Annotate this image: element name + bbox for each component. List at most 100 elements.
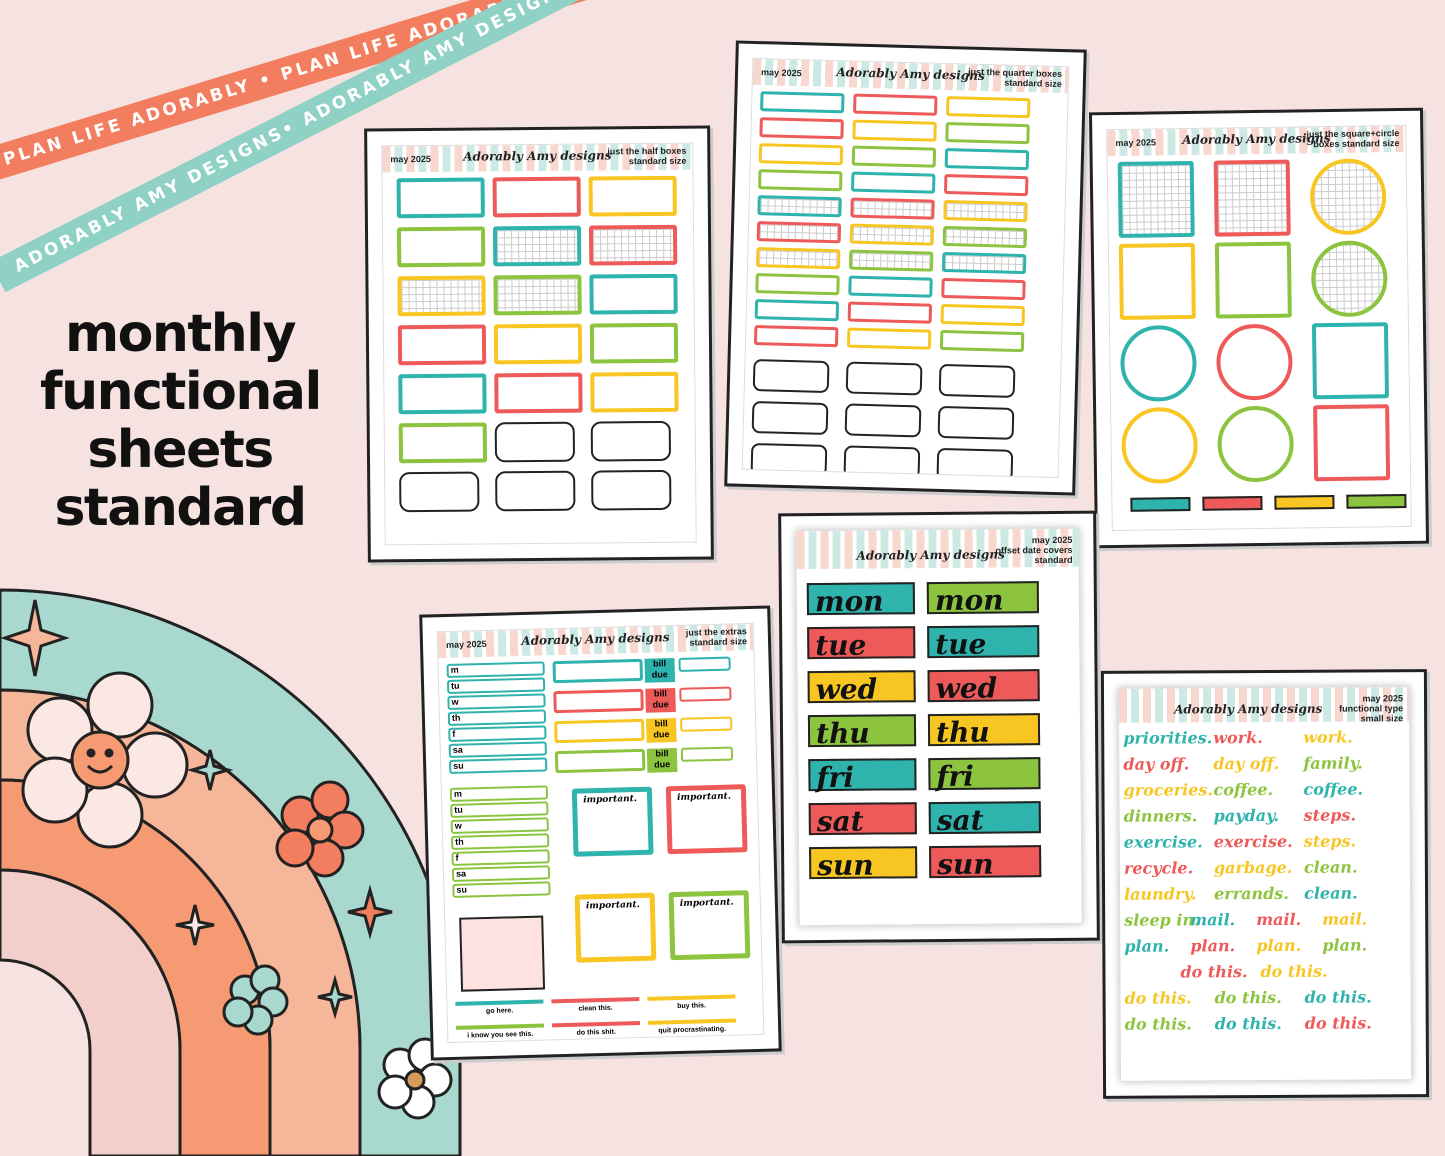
sheet-subtitle: small size	[1360, 713, 1404, 724]
day-row: m	[449, 785, 549, 802]
circle-box-sticker	[1119, 324, 1198, 402]
day-row: w	[450, 817, 549, 834]
important-box: important.	[574, 892, 657, 963]
quarter-box-sticker	[943, 199, 1028, 223]
extras-sheet: may 2025 Adorably Amy designs just the e…	[419, 605, 782, 1061]
sheet-subtitle: standard	[1034, 554, 1073, 566]
sparkle-icon	[0, 599, 70, 677]
quarter-box-sticker	[756, 221, 842, 244]
half-box-sticker	[493, 323, 583, 365]
headline-line-1: monthly	[64, 304, 297, 364]
type-word: do this.	[1124, 1014, 1192, 1034]
important-label: important.	[676, 791, 732, 803]
brand-logo: Adorably Amy designs	[856, 547, 1005, 563]
tabbed-frame-sticker	[494, 421, 576, 463]
day-cover-label: sun	[809, 846, 918, 882]
important-box: important.	[668, 890, 751, 961]
sheet-month: may 2025	[1362, 693, 1404, 704]
task-strip: quit procrastinating.	[647, 1018, 737, 1041]
circle-box-sticker	[1217, 405, 1295, 483]
tabbed-frame-sticker	[590, 420, 672, 462]
type-word: payday.	[1213, 805, 1280, 826]
day-row: su	[452, 881, 551, 898]
day-label: tu	[454, 804, 463, 815]
square-circle-sheet: may 2025 Adorably Amy designs just the s…	[1088, 107, 1430, 549]
quarter-boxes-sheet: may 2025 Adorably Amy designs just the q…	[724, 40, 1087, 496]
type-word: work.	[1213, 728, 1263, 748]
type-word: day off.	[1213, 753, 1280, 774]
quarter-box-sticker	[757, 195, 842, 218]
quarter-box-sticker	[754, 299, 840, 322]
task-strip: i know you see this.	[455, 1023, 545, 1044]
quarter-box-sticker	[850, 197, 935, 220]
headline-line-4: standard	[54, 478, 307, 538]
tabbed-frame-sticker	[752, 359, 830, 394]
type-word: do this.	[1214, 987, 1282, 1008]
quarter-box-sticker	[849, 223, 935, 246]
type-word: plan.	[1256, 935, 1302, 956]
type-word: recycle.	[1123, 858, 1194, 878]
day-cover-label: wed	[807, 670, 916, 706]
day-row: tu	[450, 801, 549, 818]
day-row: th	[451, 833, 550, 850]
day-cover-label: fri	[808, 758, 917, 794]
type-word: priorities.	[1123, 728, 1213, 748]
quarter-box-sticker	[848, 249, 934, 272]
quarter-box-sticker	[939, 329, 1025, 353]
bill-due-strip	[553, 688, 644, 714]
tabbed-frame-sticker	[399, 471, 480, 513]
headline-line-3: sheets	[87, 420, 274, 480]
smiley-flower-icon	[21, 671, 189, 849]
important-box: important.	[665, 784, 748, 855]
type-word: day off.	[1123, 754, 1190, 774]
day-row: tu	[446, 677, 546, 694]
half-box-sticker	[398, 422, 488, 464]
arrow-icon	[1346, 493, 1407, 509]
type-word: plan.	[1124, 936, 1170, 956]
quarter-box-sticker	[940, 303, 1026, 327]
day-label: f	[452, 728, 456, 739]
important-label: important.	[585, 900, 640, 912]
tabbed-frame-sticker	[844, 403, 922, 438]
type-word: exercise.	[1213, 831, 1293, 852]
type-word: laundry.	[1124, 884, 1197, 904]
quarter-box-sticker	[851, 145, 937, 168]
sheet-title: just the half boxes	[607, 145, 687, 157]
type-word: plan.	[1322, 935, 1368, 955]
sheet-header: Adorably Amy designs may 2025 offset date…	[796, 528, 1079, 570]
sparkle-icon	[347, 884, 393, 940]
type-word: mail.	[1322, 909, 1368, 929]
type-word: do this.	[1304, 1013, 1372, 1033]
type-word: do this.	[1304, 987, 1372, 1007]
tabbed-frame-sticker	[936, 447, 1014, 479]
white-flower-icon	[377, 1037, 453, 1120]
type-word: dinners.	[1123, 806, 1198, 826]
half-box-sticker	[588, 175, 677, 217]
day-label: f	[455, 852, 459, 863]
quarter-box-sticker	[852, 119, 937, 142]
quarter-box-sticker	[759, 117, 844, 140]
half-box-sticker	[493, 274, 582, 316]
bill-due-strip	[554, 718, 645, 744]
quarter-box-sticker	[941, 277, 1026, 301]
bill-due-label: bill due	[645, 687, 676, 713]
day-row: th	[447, 709, 547, 726]
sheet-subtitle: boxes standard size	[1313, 138, 1400, 150]
half-box-sticker	[492, 176, 581, 218]
day-label: m	[453, 788, 463, 799]
type-word: clean.	[1303, 857, 1358, 877]
type-word: do this.	[1214, 1013, 1282, 1034]
bill-amount-box	[678, 656, 731, 672]
sparkle-icon	[317, 974, 353, 1020]
day-cover-label: mon	[806, 582, 916, 618]
day-row: f	[448, 725, 547, 742]
type-word: do this.	[1180, 962, 1248, 982]
tabbed-frame-sticker	[937, 405, 1015, 440]
brand-logo: Adorably Amy designs	[521, 630, 670, 649]
day-cover-label: sun	[929, 845, 1042, 881]
square-box-sticker	[1311, 322, 1389, 400]
day-label: su	[456, 884, 468, 895]
bill-amount-box	[679, 686, 732, 702]
sticky-note-icon	[459, 915, 546, 992]
type-word: do this.	[1260, 961, 1328, 982]
